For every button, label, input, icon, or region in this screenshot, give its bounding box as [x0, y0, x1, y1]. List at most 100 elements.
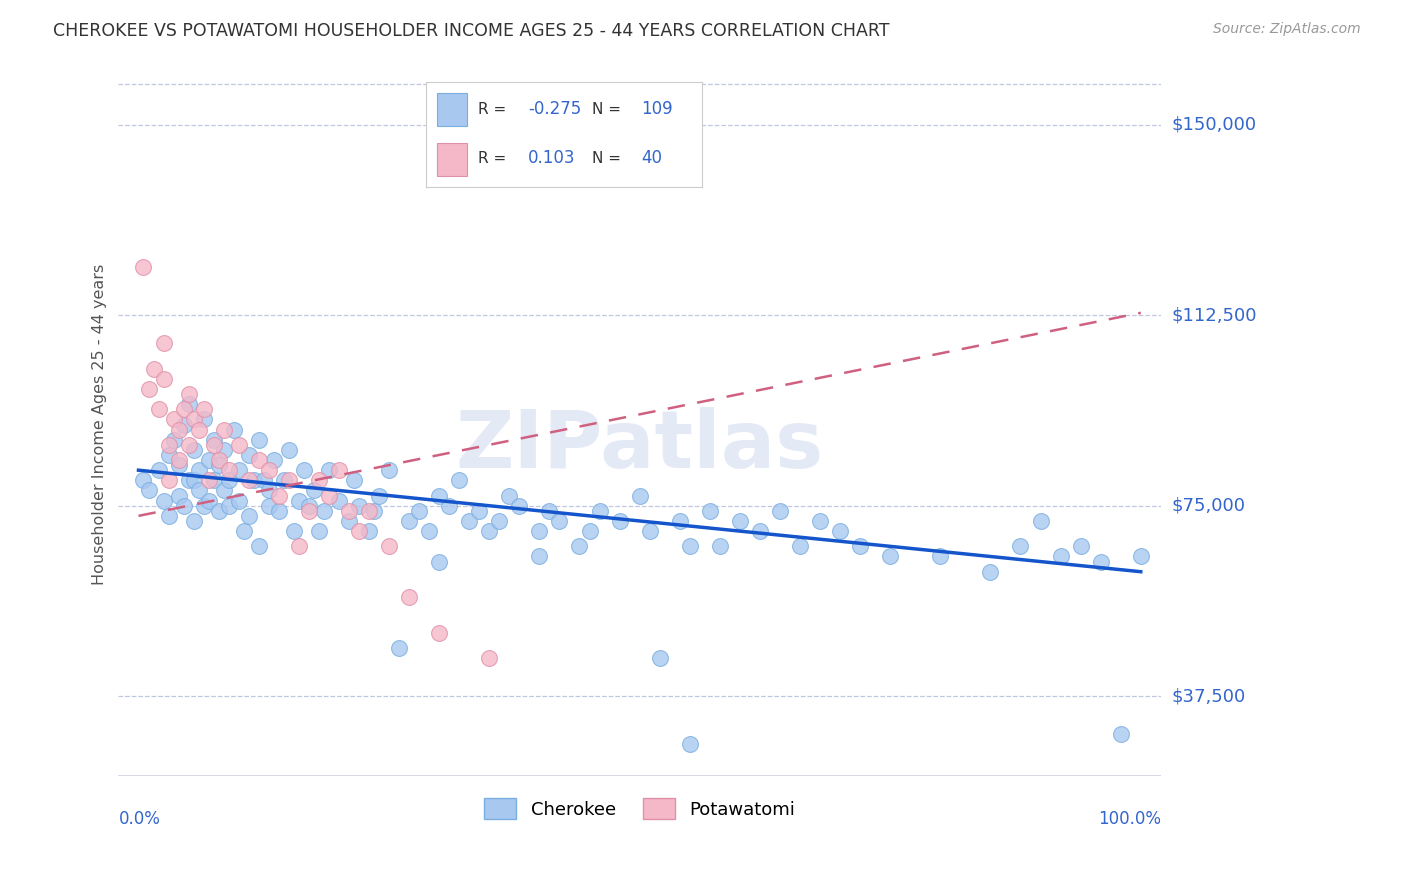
Point: [183, 412, 205, 426]
Point: [363, 504, 385, 518]
Point: [202, 438, 225, 452]
Point: [167, 453, 190, 467]
Point: [148, 463, 170, 477]
Point: [529, 524, 551, 538]
Point: [193, 499, 215, 513]
Point: [357, 504, 380, 518]
Point: [162, 412, 184, 426]
Point: [449, 474, 471, 488]
Point: [508, 499, 530, 513]
Point: [283, 524, 305, 538]
Point: [193, 402, 215, 417]
Point: [488, 514, 510, 528]
Point: [378, 539, 401, 553]
Point: [347, 499, 370, 513]
Text: ZIPatlas: ZIPatlas: [456, 407, 824, 485]
Point: [253, 474, 276, 488]
Point: [337, 504, 360, 518]
Point: [1090, 555, 1112, 569]
Point: [728, 514, 751, 528]
Point: [187, 423, 209, 437]
Point: [157, 474, 180, 488]
Point: [157, 508, 180, 523]
Point: [328, 493, 350, 508]
Point: [312, 504, 335, 518]
Point: [162, 433, 184, 447]
Point: [257, 499, 280, 513]
Point: [357, 524, 380, 538]
Point: [132, 260, 155, 274]
Point: [208, 504, 231, 518]
Point: [368, 489, 391, 503]
Point: [302, 483, 325, 498]
Point: [318, 463, 340, 477]
Point: [830, 524, 852, 538]
Point: [879, 549, 901, 564]
Point: [638, 524, 661, 538]
Point: [177, 387, 200, 401]
Point: [308, 474, 330, 488]
Point: [228, 438, 250, 452]
Point: [208, 453, 231, 467]
Point: [979, 565, 1001, 579]
Point: [588, 504, 610, 518]
Point: [177, 474, 200, 488]
Point: [668, 514, 690, 528]
Point: [138, 382, 160, 396]
Point: [318, 489, 340, 503]
Text: 100.0%: 100.0%: [1098, 810, 1161, 828]
Point: [152, 493, 174, 508]
Point: [347, 524, 370, 538]
Text: $75,000: $75,000: [1173, 497, 1246, 515]
Point: [568, 539, 591, 553]
Point: [769, 504, 792, 518]
Point: [1010, 539, 1032, 553]
Point: [232, 524, 254, 538]
Point: [343, 474, 366, 488]
Point: [398, 590, 420, 604]
Point: [157, 438, 180, 452]
Point: [257, 483, 280, 498]
Point: [247, 453, 270, 467]
Text: $150,000: $150,000: [1173, 116, 1257, 134]
Text: CHEROKEE VS POTAWATOMI HOUSEHOLDER INCOME AGES 25 - 44 YEARS CORRELATION CHART: CHEROKEE VS POTAWATOMI HOUSEHOLDER INCOM…: [53, 22, 890, 40]
Point: [212, 423, 235, 437]
Point: [183, 442, 205, 457]
Point: [167, 489, 190, 503]
Point: [177, 438, 200, 452]
Point: [538, 504, 561, 518]
Point: [263, 453, 285, 467]
Point: [1129, 549, 1152, 564]
Point: [238, 508, 260, 523]
Point: [437, 499, 460, 513]
Point: [648, 651, 671, 665]
Point: [148, 402, 170, 417]
Point: [218, 463, 240, 477]
Point: [699, 504, 721, 518]
Point: [208, 458, 231, 472]
Point: [1029, 514, 1052, 528]
Point: [398, 514, 420, 528]
Point: [277, 474, 299, 488]
Point: [212, 442, 235, 457]
Point: [173, 499, 195, 513]
Point: [789, 539, 811, 553]
Point: [183, 474, 205, 488]
Point: [298, 499, 321, 513]
Point: [609, 514, 631, 528]
Point: [242, 474, 264, 488]
Text: $37,500: $37,500: [1173, 687, 1246, 705]
Point: [157, 448, 180, 462]
Y-axis label: Householder Income Ages 25 - 44 years: Householder Income Ages 25 - 44 years: [93, 264, 107, 585]
Point: [187, 483, 209, 498]
Point: [257, 463, 280, 477]
Point: [267, 504, 290, 518]
Point: [167, 458, 190, 472]
Point: [292, 463, 315, 477]
Point: [458, 514, 481, 528]
Text: Source: ZipAtlas.com: Source: ZipAtlas.com: [1213, 22, 1361, 37]
Point: [222, 423, 245, 437]
Point: [202, 474, 225, 488]
Point: [337, 514, 360, 528]
Point: [418, 524, 440, 538]
